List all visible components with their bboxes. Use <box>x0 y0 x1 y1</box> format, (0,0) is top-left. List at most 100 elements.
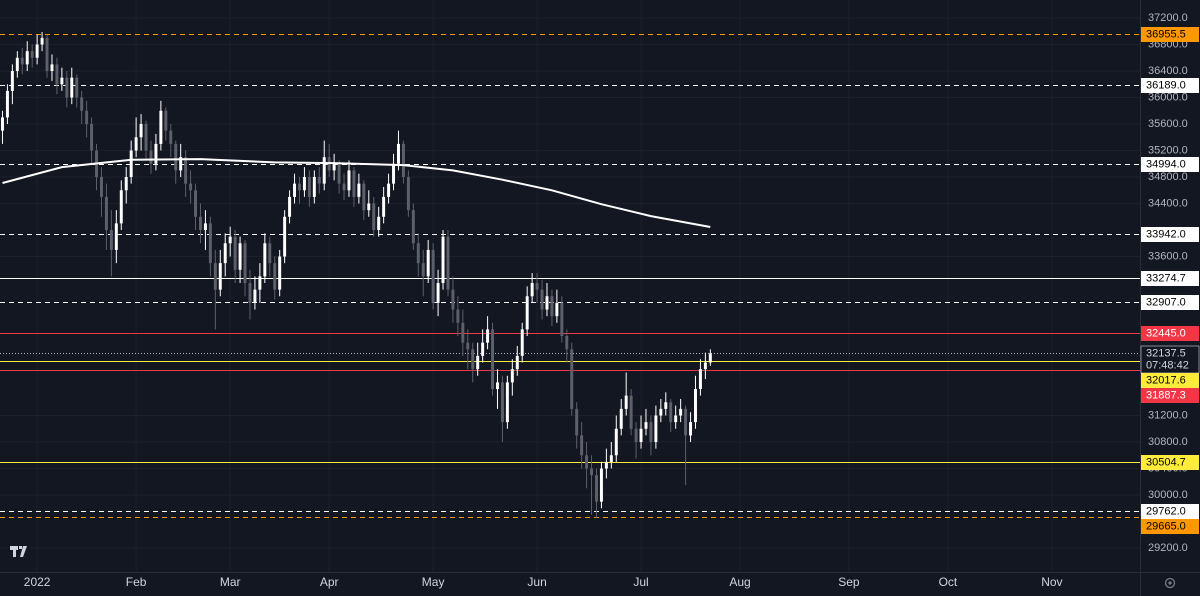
candle-body <box>396 143 400 164</box>
price-badge-label: 29762.0 <box>1146 505 1186 517</box>
candle-body <box>253 289 257 303</box>
candle-body <box>535 283 539 290</box>
candle-body <box>387 183 391 197</box>
candle-body <box>515 355 519 370</box>
candle-body <box>446 236 450 290</box>
price-badge <box>1141 326 1199 341</box>
price-badge <box>1141 504 1199 519</box>
countdown-label: 07:48:42 <box>1146 359 1189 371</box>
candle-body <box>342 183 346 191</box>
y-tick-label: 35600.0 <box>1148 118 1188 130</box>
y-tick-label: 36400.0 <box>1148 65 1188 77</box>
candle-body <box>441 236 445 284</box>
candle-body <box>614 428 618 456</box>
candle-body <box>456 309 460 323</box>
candle-body <box>129 150 133 178</box>
candle-body <box>654 415 658 443</box>
price-badge <box>1141 27 1199 42</box>
x-tick-label: Aug <box>729 575 750 589</box>
y-tick-label: 34400.0 <box>1148 197 1188 209</box>
candle-body <box>372 203 376 231</box>
candle-body <box>228 236 232 244</box>
candle-body <box>278 256 282 290</box>
candle-body <box>674 415 678 423</box>
candle-body <box>708 353 712 363</box>
candle-body <box>302 177 306 191</box>
candle-body <box>258 276 262 290</box>
price-badge <box>1141 78 1199 93</box>
price-badge <box>1141 519 1199 534</box>
price-badge <box>1141 373 1199 388</box>
candle-body <box>169 130 173 144</box>
candle-body <box>357 183 361 197</box>
price-badge-label: 32017.6 <box>1146 374 1186 386</box>
candle-body <box>590 468 594 476</box>
candle-body <box>471 349 475 370</box>
price-badge <box>1141 227 1199 242</box>
candle-body <box>297 183 301 191</box>
moving-average <box>2 158 711 228</box>
candle-body <box>520 329 524 356</box>
candle-body <box>693 389 697 423</box>
x-tick-label: Nov <box>1041 575 1062 589</box>
candle-body <box>644 422 648 429</box>
candle-body <box>288 196 292 217</box>
candle-body <box>159 110 163 144</box>
y-tick-label: 35200.0 <box>1148 144 1188 156</box>
candle-body <box>659 408 663 416</box>
candle-body <box>263 243 267 277</box>
candle-body <box>198 216 202 231</box>
x-tick-label: Sep <box>838 575 860 589</box>
candle-body <box>104 196 108 231</box>
candle-body <box>362 183 366 211</box>
price-badge-label: 32445.0 <box>1146 327 1186 339</box>
candle-body <box>134 137 138 151</box>
candle-body <box>619 408 623 429</box>
candle-body <box>30 51 34 58</box>
candle-body <box>218 263 222 290</box>
tradingview-logo[interactable] <box>8 543 30 560</box>
candle-body <box>0 117 4 131</box>
candle-body <box>55 64 59 85</box>
candle-body <box>179 157 183 171</box>
candle-body <box>609 455 613 462</box>
candle-body <box>684 408 688 436</box>
candle-body <box>629 395 633 429</box>
candle-body <box>75 77 79 98</box>
candle-body <box>624 395 628 409</box>
candle-body <box>233 236 237 270</box>
candle-body <box>203 223 207 231</box>
candle-body <box>476 355 480 370</box>
candle-body <box>639 428 643 443</box>
candle-body <box>45 37 49 72</box>
y-tick-label: 29200.0 <box>1148 542 1188 554</box>
candle-body <box>99 177 103 197</box>
candle-body <box>421 263 425 277</box>
candle-body <box>174 143 178 171</box>
candle-body <box>669 402 673 423</box>
price-badge <box>1141 157 1199 172</box>
candle-body <box>322 157 326 184</box>
gear-center <box>1168 581 1172 585</box>
candle-body <box>401 143 405 178</box>
candle-body <box>540 289 544 310</box>
candle-body <box>164 110 168 131</box>
candle-body <box>312 177 316 197</box>
settings-icon[interactable] <box>1164 577 1176 589</box>
candle-body <box>411 210 415 244</box>
candle-body <box>317 177 321 184</box>
price-badge-label: 32907.0 <box>1146 296 1186 308</box>
y-tick-label: 34800.0 <box>1148 171 1188 183</box>
candle-body <box>332 163 336 171</box>
candle-body <box>555 302 559 317</box>
candle-body <box>223 243 227 264</box>
candle-body <box>337 163 341 184</box>
logo-bg <box>8 543 30 560</box>
candle-body <box>495 382 499 390</box>
candle-body <box>599 468 603 502</box>
candle-body <box>575 408 579 436</box>
candle-body <box>139 124 143 138</box>
price-badge <box>1141 455 1199 470</box>
